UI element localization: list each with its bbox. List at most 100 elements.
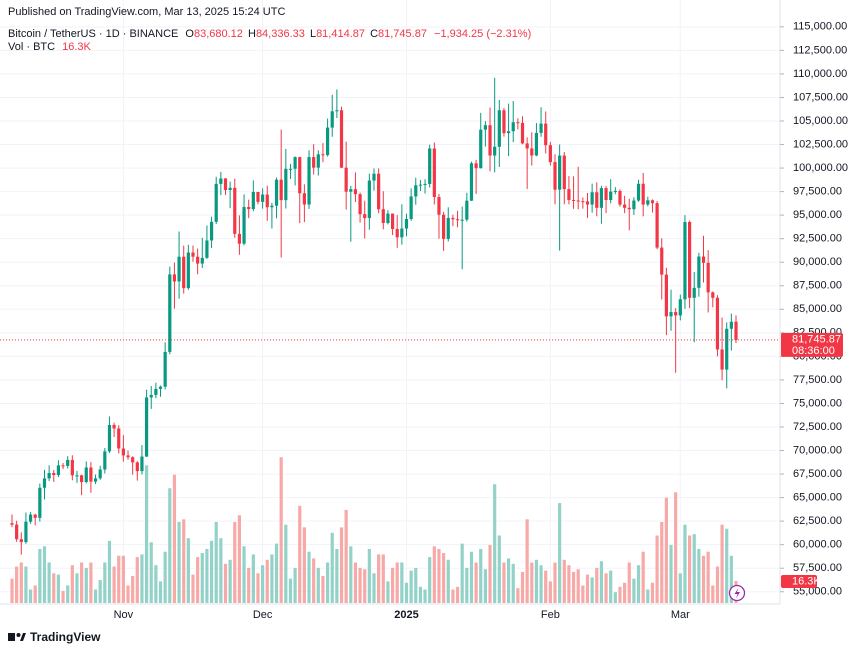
lightning-glyph — [734, 588, 740, 599]
candle-body — [664, 274, 668, 317]
volume-bar — [200, 553, 204, 603]
volume-bar — [567, 565, 571, 603]
candle-body — [609, 191, 613, 201]
candle-body — [669, 312, 673, 317]
volume-bar — [325, 562, 330, 603]
candle-body — [312, 157, 316, 168]
volume-bar — [191, 574, 195, 603]
volume-bar — [19, 562, 23, 603]
volume-bar — [274, 543, 279, 603]
candle-body — [465, 200, 469, 220]
x-tick-label: Nov — [114, 609, 134, 621]
candle-body — [395, 228, 399, 238]
candle-body — [107, 424, 112, 452]
volume-bar — [595, 567, 599, 603]
volume-bar — [154, 565, 158, 603]
last-price-box — [781, 332, 843, 357]
candle-body — [93, 478, 98, 482]
volume-legend-row: Vol · BTC 16.3K — [8, 41, 92, 53]
candle-body — [367, 180, 371, 219]
candle-body — [687, 222, 692, 298]
volume-bar — [205, 549, 209, 603]
x-tick-label: Feb — [541, 609, 560, 621]
published-note: Published on TradingView.com, Mar 13, 20… — [8, 6, 285, 18]
volume-bar — [84, 567, 88, 603]
volume-bar — [455, 586, 460, 603]
volume-bar — [242, 546, 246, 603]
candle-body — [112, 424, 116, 429]
candle-body — [414, 185, 418, 197]
volume-bar — [261, 565, 265, 603]
candle-body — [316, 154, 320, 168]
candle-body — [307, 157, 311, 205]
volume-bar — [284, 524, 288, 603]
candle-body — [47, 473, 51, 479]
candle-body — [442, 214, 446, 239]
volume-bar — [395, 562, 399, 603]
legend-row: Bitcoin / TetherUS · 1D · BINANCE O83,68… — [8, 28, 531, 40]
volume-bar — [70, 565, 74, 603]
candle-body — [595, 192, 599, 208]
volume-bar — [706, 551, 710, 603]
y-tick-label: 65,000.00 — [793, 492, 842, 504]
candle-body — [177, 256, 181, 282]
volume-bar — [196, 557, 200, 603]
candle-body — [581, 201, 585, 203]
volume-bar — [321, 576, 325, 603]
candle-body — [506, 131, 511, 134]
candle-body — [302, 193, 306, 205]
volume-bar — [372, 573, 376, 603]
volume-bar — [307, 551, 311, 603]
volume-bar — [660, 522, 664, 603]
volume-bar — [251, 554, 255, 603]
volume-bar — [636, 565, 641, 603]
volume-bar — [604, 573, 608, 603]
volume-bar — [256, 573, 260, 603]
candle-body — [460, 219, 464, 221]
y-tick-label: 92,500.00 — [793, 233, 842, 245]
volume-bar — [483, 569, 487, 603]
volume-bar — [646, 589, 650, 603]
candle-body — [228, 187, 232, 190]
volume-bar — [428, 557, 432, 603]
candle-body — [284, 168, 288, 201]
volume-bar — [530, 562, 534, 603]
candle-body — [585, 201, 590, 205]
y-tick-label: 105,000.00 — [793, 115, 848, 127]
volume-bar — [414, 567, 418, 603]
candle-body — [168, 274, 172, 352]
volume-bar — [632, 578, 636, 603]
candle-body — [339, 110, 344, 168]
volume-bar — [520, 571, 525, 603]
candle-body — [650, 200, 655, 204]
volume-bar — [339, 527, 344, 603]
volume-bar — [474, 562, 478, 603]
candle-body — [646, 200, 650, 205]
logo-part — [20, 633, 26, 641]
candle-body — [131, 457, 135, 463]
volume-bar — [117, 555, 121, 603]
volume-bar — [163, 551, 167, 603]
volume-bar — [674, 492, 678, 603]
candle-body — [121, 448, 125, 456]
volume-bar — [279, 457, 283, 603]
volume-bar — [432, 546, 436, 603]
candle-body — [590, 192, 594, 205]
candle-body — [126, 455, 130, 458]
candle-body — [330, 111, 334, 128]
candle-body — [247, 207, 251, 210]
candle-body — [469, 163, 474, 201]
volume-bar — [24, 566, 28, 603]
ohlc-value: 83,680.12 — [194, 28, 243, 40]
volume-bar — [10, 578, 14, 603]
candle-body — [24, 521, 28, 543]
candle-body — [511, 122, 515, 132]
volume-bar — [576, 569, 580, 603]
ohlc-key: C — [370, 28, 378, 40]
volume-bar — [75, 573, 79, 603]
volume-bar — [121, 555, 125, 603]
volume-bar — [511, 563, 515, 603]
volume-bar — [126, 585, 130, 603]
candle-body — [567, 189, 571, 200]
